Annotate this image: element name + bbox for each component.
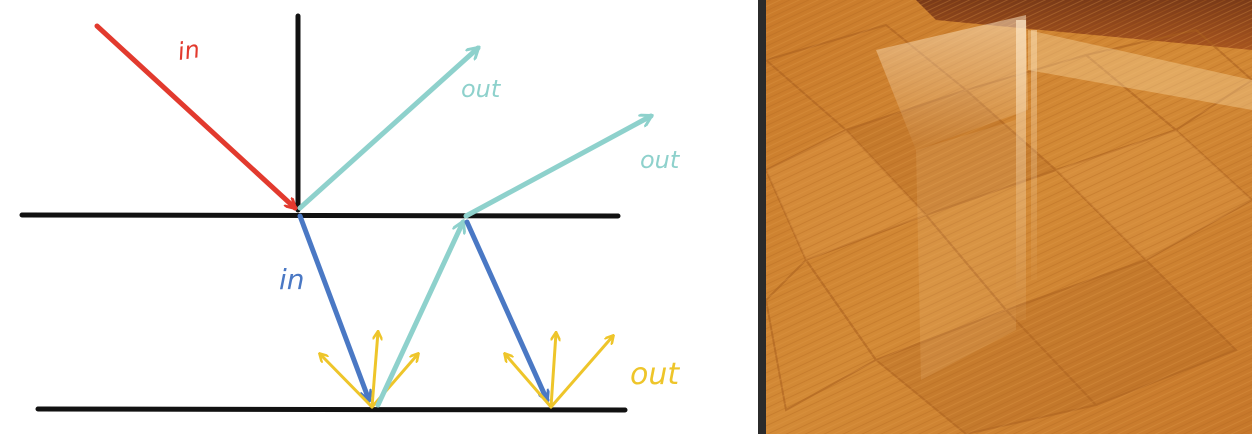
top-surface-line bbox=[19, 212, 621, 219]
bottom-surface-line bbox=[35, 406, 628, 413]
incident-ray bbox=[94, 23, 295, 208]
diffuse-fan-2 bbox=[505, 333, 613, 409]
reflection-diagram: in out out in out bbox=[19, 13, 681, 413]
parquet-floor-image bbox=[766, 0, 1252, 434]
second-exit-ray bbox=[463, 113, 651, 219]
label-second-out: out bbox=[640, 146, 681, 174]
panel-separator bbox=[758, 0, 766, 434]
label-incident-in: in bbox=[176, 35, 202, 66]
refracted-ray bbox=[297, 213, 369, 400]
internal-down-ray bbox=[464, 219, 547, 400]
specular-reflection-ray bbox=[297, 48, 478, 211]
diagram-panel: in out out in out bbox=[19, 13, 681, 413]
label-reflect-out: out bbox=[461, 75, 502, 103]
floor-photo bbox=[766, 0, 1252, 434]
label-refracted-in: in bbox=[279, 263, 305, 296]
label-diffuse-out: out bbox=[630, 357, 680, 392]
internal-bounce-ray bbox=[375, 222, 463, 408]
